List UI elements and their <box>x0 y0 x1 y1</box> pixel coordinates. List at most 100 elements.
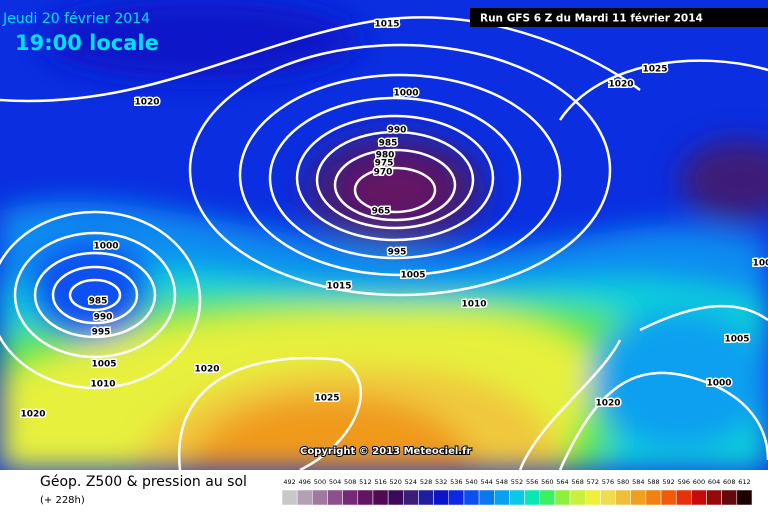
isobar-label: 980 <box>376 151 395 161</box>
colorbar-label: 532 <box>435 478 447 486</box>
colorbar-label: 512 <box>359 478 371 486</box>
isobar-label: 1025 <box>642 65 667 75</box>
color-swatch <box>569 489 586 506</box>
color-swatch <box>721 489 738 506</box>
color-swatch <box>691 489 707 506</box>
color-swatch <box>524 489 540 506</box>
colorbar-label: 516 <box>374 478 386 486</box>
isobar-label: 100 <box>753 259 768 269</box>
colorbar-label: 604 <box>708 478 720 486</box>
color-swatch <box>418 489 434 506</box>
colorbar-label: 600 <box>693 478 705 486</box>
color-swatch <box>387 489 404 506</box>
color-swatch <box>403 489 419 506</box>
field <box>0 0 768 470</box>
isobar-label: 1005 <box>724 335 749 345</box>
isobar-label: 990 <box>94 313 113 323</box>
colorbar-label: 580 <box>617 478 629 486</box>
colorbar-label: 504 <box>329 478 341 486</box>
isobar-label: 1005 <box>91 360 116 370</box>
isobar-label: 1020 <box>194 365 219 375</box>
color-swatch <box>372 489 389 506</box>
isobar-label: 985 <box>379 139 398 149</box>
color-swatch <box>478 489 495 506</box>
color-swatch <box>630 489 647 506</box>
isobar-label: 1005 <box>400 271 425 281</box>
colorbar-label: 576 <box>602 478 614 486</box>
isobar-label: 1010 <box>90 380 115 390</box>
time: 19:00 locale <box>15 31 159 55</box>
isobar-label: 1020 <box>595 399 620 409</box>
colorbar-label: 572 <box>587 478 599 486</box>
colorbar-label: 544 <box>480 478 492 486</box>
color-swatch <box>706 489 722 506</box>
color-swatch <box>312 489 328 506</box>
colorbar-label: 612 <box>738 478 750 486</box>
isobar-label: 1000 <box>393 89 418 99</box>
isobar-label: 1020 <box>134 98 159 108</box>
color-swatch <box>584 489 601 506</box>
isobar-label: 990 <box>388 126 407 136</box>
color-swatch <box>675 489 692 506</box>
color-swatch <box>281 489 298 506</box>
isobar-label: 1020 <box>20 410 45 420</box>
isobars <box>0 16 768 470</box>
color-swatch <box>554 489 571 506</box>
isobar-label: 995 <box>388 248 407 258</box>
isobar-label: 970 <box>374 168 393 178</box>
run-box <box>470 8 768 27</box>
colorbar-label: 540 <box>465 478 477 486</box>
colorbar-label: 556 <box>526 478 538 486</box>
colorbar-label: 496 <box>299 478 311 486</box>
footer-title: Géop. Z500 & pression au sol <box>40 474 247 490</box>
colorbar-label: 552 <box>511 478 523 486</box>
isobar-label: 975 <box>375 159 394 169</box>
colorbar-label: 524 <box>405 478 417 486</box>
colorbar: 492 496 500 504 508 512 516 520 524 528 532 536 540 5… <box>281 478 753 506</box>
color-swatch <box>615 489 631 506</box>
color-swatch <box>509 489 525 506</box>
colorbar-label: 536 <box>450 478 462 486</box>
color-swatch <box>433 489 450 506</box>
isobar-label: 1000 <box>93 242 118 252</box>
color-swatch <box>342 489 359 506</box>
colorbar-label: 608 <box>723 478 735 486</box>
color-swatch <box>448 489 465 506</box>
isobar-label: 995 <box>92 328 111 338</box>
isobar-label: 985 <box>89 297 108 307</box>
color-swatch <box>296 489 313 506</box>
color-swatch <box>463 489 480 506</box>
isobar-label: 1025 <box>314 394 339 404</box>
isobar-label: 1010 <box>461 300 486 310</box>
color-swatch <box>539 489 556 506</box>
isobar-label: 1020 <box>608 80 633 90</box>
color-swatch <box>494 489 510 506</box>
isobar-label: 1015 <box>326 282 351 292</box>
colorbar-label: 584 <box>632 478 644 486</box>
color-swatch <box>357 489 374 506</box>
color-swatch <box>660 489 677 506</box>
run: Run GFS 6 Z du Mardi 11 février 2014 <box>480 13 703 25</box>
colorbar-label: 528 <box>420 478 432 486</box>
colorbar-label: 500 <box>314 478 326 486</box>
color-swatch <box>600 489 616 506</box>
colorbar-label: 592 <box>662 478 674 486</box>
colorbar-label: 568 <box>571 478 583 486</box>
colorbar-label: 596 <box>678 478 690 486</box>
color-swatch <box>736 489 753 506</box>
isobar-label: 1015 <box>374 20 399 30</box>
date: Jeudi 20 février 2014 <box>2 11 150 27</box>
colorbar-label: 492 <box>283 478 295 486</box>
color-swatch <box>327 489 343 506</box>
colorbar-label: 508 <box>344 478 356 486</box>
copyright: Copyright © 2013 Meteociel.fr <box>300 446 471 457</box>
isobar-label: 1000 <box>706 379 731 389</box>
colorbar-label: 520 <box>389 478 401 486</box>
colorbar-label: 564 <box>556 478 568 486</box>
color-swatch <box>645 489 662 506</box>
colorbar-label: 548 <box>496 478 508 486</box>
footer-subtitle: (+ 228h) <box>40 495 85 506</box>
isobar-label: 965 <box>372 207 391 217</box>
